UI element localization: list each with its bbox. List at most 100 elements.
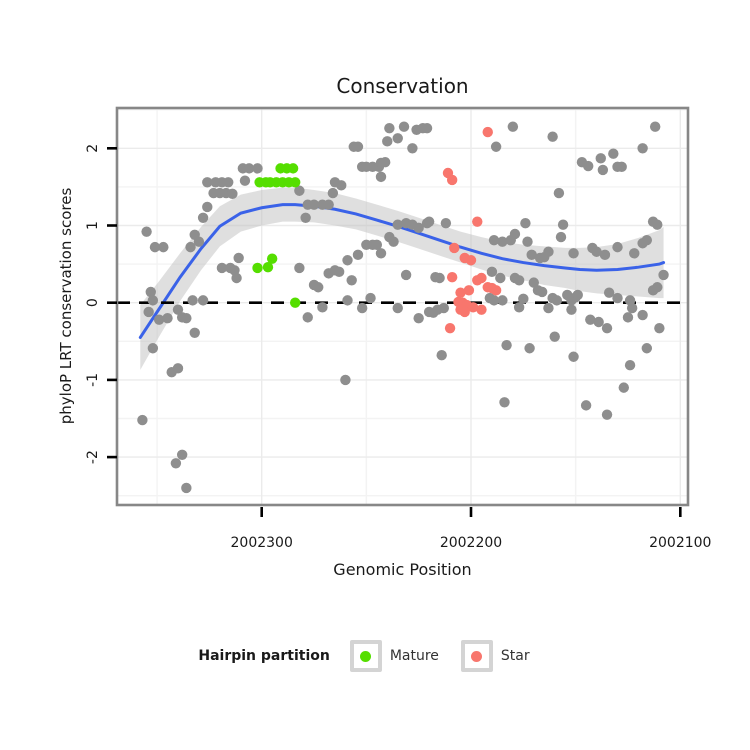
data-point-other xyxy=(294,185,305,196)
legend-key-mature xyxy=(349,640,382,672)
data-point-other xyxy=(340,374,351,386)
data-point-other xyxy=(317,302,328,313)
y-tick-label: 2 xyxy=(85,144,101,153)
data-point-other xyxy=(231,272,242,284)
x-axis-label: Genomic Position xyxy=(333,560,472,579)
legend: Hairpin partition Mature Star xyxy=(0,640,750,672)
data-point-other xyxy=(252,163,263,174)
data-point-other xyxy=(342,255,353,266)
data-point-other xyxy=(551,295,563,306)
data-point-other xyxy=(612,241,623,253)
data-point-other xyxy=(572,289,583,301)
data-point-other xyxy=(392,302,403,314)
data-point-mature xyxy=(287,163,299,174)
data-point-other xyxy=(137,414,148,426)
data-point-other xyxy=(172,363,184,374)
data-point-other xyxy=(513,275,525,286)
mature-dot-icon xyxy=(360,650,372,662)
data-point-other xyxy=(185,241,196,253)
data-point-star xyxy=(446,272,458,283)
data-point-other xyxy=(553,187,565,199)
data-point-other xyxy=(197,212,209,223)
x-tick-label: 2002100 xyxy=(649,535,711,551)
chart-title: Conservation xyxy=(336,74,469,98)
data-point-other xyxy=(400,269,412,281)
data-point-other xyxy=(375,171,387,183)
data-point-other xyxy=(143,306,154,318)
data-point-other xyxy=(654,322,665,334)
data-point-other xyxy=(622,312,634,323)
data-point-other xyxy=(647,285,659,296)
data-point-other xyxy=(497,295,508,306)
data-point-other xyxy=(543,302,554,314)
data-point-other xyxy=(499,397,510,408)
data-point-other xyxy=(549,331,560,342)
data-point-other xyxy=(641,234,653,246)
data-point-other xyxy=(375,248,387,259)
star-dot-icon xyxy=(471,650,483,662)
data-point-other xyxy=(365,292,376,304)
data-point-other xyxy=(599,249,611,261)
data-point-other xyxy=(585,314,596,325)
data-point-other xyxy=(440,217,452,229)
smooth-line xyxy=(138,203,666,339)
data-point-mature xyxy=(289,177,301,188)
data-point-other xyxy=(413,312,424,324)
data-point-other xyxy=(313,282,324,293)
data-point-other xyxy=(421,123,433,134)
data-point-other xyxy=(555,231,567,243)
data-point-other xyxy=(243,163,255,174)
data-point-other xyxy=(189,327,200,339)
y-tick-label: 1 xyxy=(85,221,101,230)
data-point-other xyxy=(172,304,184,315)
data-point-other xyxy=(392,133,403,144)
data-point-other xyxy=(223,177,234,188)
data-point-other xyxy=(407,143,418,154)
data-point-other xyxy=(149,241,161,253)
data-point-other xyxy=(181,482,192,494)
data-point-other xyxy=(187,295,198,306)
data-point-other xyxy=(176,449,188,460)
data-point-other xyxy=(375,157,387,169)
y-axis-label: phyloP LRT conservation scores xyxy=(57,187,75,425)
data-point-star xyxy=(472,216,483,227)
data-point-other xyxy=(497,236,508,247)
data-point-other xyxy=(641,343,653,354)
data-point-other xyxy=(436,349,447,361)
data-point-other xyxy=(308,199,320,210)
data-point-other xyxy=(323,199,334,210)
data-point-other xyxy=(153,314,165,325)
data-point-other xyxy=(392,219,403,230)
data-point-other xyxy=(398,121,410,132)
data-point-other xyxy=(568,248,579,259)
data-point-other xyxy=(637,143,648,154)
data-point-other xyxy=(202,177,213,188)
data-point-star xyxy=(444,322,456,334)
data-point-other xyxy=(147,343,159,354)
data-point-other xyxy=(595,153,606,164)
data-point-other xyxy=(507,121,519,132)
legend-label-star: Star xyxy=(500,648,530,664)
data-point-other xyxy=(147,295,159,306)
data-point-other xyxy=(382,136,393,147)
data-point-other xyxy=(327,187,339,199)
data-point-other xyxy=(501,339,512,351)
data-point-other xyxy=(193,236,205,247)
data-point-star xyxy=(476,272,487,284)
data-point-other xyxy=(202,201,213,213)
data-point-mature xyxy=(266,253,278,264)
data-point-other xyxy=(346,275,357,286)
data-point-other xyxy=(580,400,592,411)
data-point-star xyxy=(482,126,493,138)
data-point-other xyxy=(141,226,152,237)
data-point-other xyxy=(388,236,399,247)
data-point-other xyxy=(356,302,368,314)
data-point-other xyxy=(239,175,251,186)
data-point-other xyxy=(583,160,594,172)
data-point-other xyxy=(371,239,383,250)
data-point-other xyxy=(612,292,623,304)
data-point-other xyxy=(486,266,498,278)
data-point-other xyxy=(568,351,579,362)
